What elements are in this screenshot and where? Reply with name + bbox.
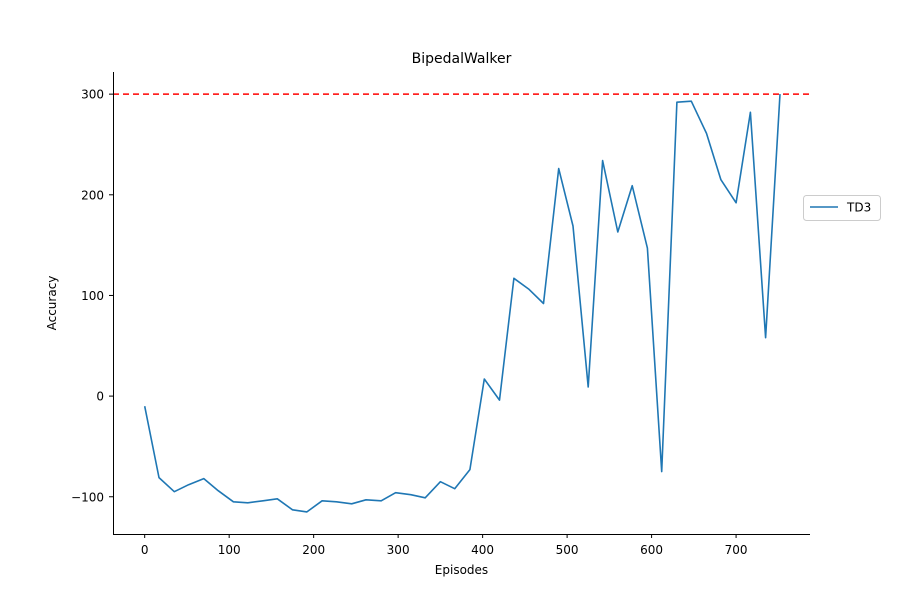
legend: TD3	[803, 195, 881, 221]
x-tick-label: 600	[640, 543, 663, 557]
y-axis-label: Accuracy	[45, 276, 59, 331]
series-line-td3	[143, 94, 781, 513]
chart-title: BipedalWalker	[412, 51, 512, 67]
legend-box	[803, 195, 881, 221]
y-tick-label: 300	[81, 88, 104, 102]
x-tick-label: 200	[302, 543, 325, 557]
y-tick-label: −100	[71, 490, 104, 504]
y-tick-label: 200	[81, 188, 104, 202]
y-axis-ticks: −100 0 100 200 300	[71, 88, 113, 504]
x-tick-label: 400	[471, 543, 494, 557]
x-axis-label: Episodes	[435, 563, 488, 577]
x-tick-label: 0	[141, 543, 149, 557]
y-tick-label: 0	[96, 390, 104, 404]
x-tick-label: 700	[725, 543, 748, 557]
x-tick-label: 500	[556, 543, 579, 557]
x-tick-label: 100	[218, 543, 241, 557]
x-axis-ticks: 0 100 200 300 400 500 600 700	[141, 534, 748, 557]
y-tick-label: 100	[81, 289, 104, 303]
x-tick-label: 300	[387, 543, 410, 557]
legend-label-td3: TD3	[846, 201, 871, 215]
